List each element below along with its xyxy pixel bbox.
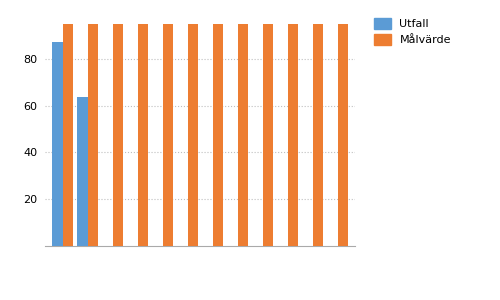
Bar	[188, 24, 198, 246]
Bar	[262, 24, 273, 246]
Legend: Utfall, Målvärde: Utfall, Målvärde	[370, 15, 454, 49]
Bar	[288, 24, 298, 246]
Bar	[88, 24, 98, 246]
Bar	[162, 24, 173, 246]
Bar	[138, 24, 148, 246]
Bar	[338, 24, 348, 246]
Bar	[112, 24, 123, 246]
Bar	[312, 24, 323, 246]
Bar	[52, 42, 62, 246]
Bar	[77, 97, 88, 246]
Bar	[238, 24, 248, 246]
Bar	[212, 24, 223, 246]
Bar	[62, 24, 73, 246]
